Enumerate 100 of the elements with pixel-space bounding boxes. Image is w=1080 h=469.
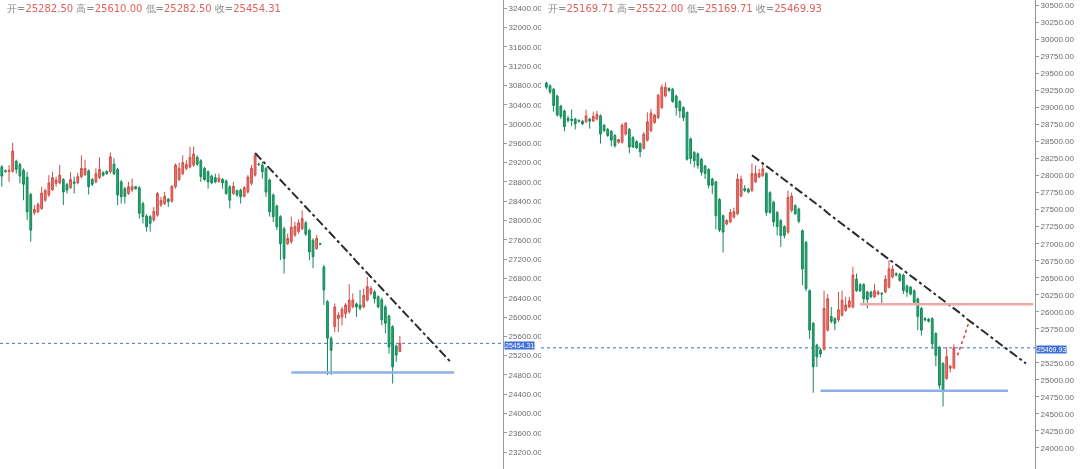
y-tick-label: 27200.00 bbox=[508, 254, 543, 264]
y-tick-label: 26400.00 bbox=[508, 293, 543, 303]
y-tick-label: 23200.00 bbox=[508, 447, 543, 457]
y-tick-label: 29750.00 bbox=[1040, 52, 1075, 62]
candlestick bbox=[105, 170, 109, 176]
line-series bbox=[750, 154, 1027, 365]
candlestick bbox=[764, 171, 768, 217]
y-tick-label: 29200.00 bbox=[508, 158, 543, 168]
y-tick-label: 26800.00 bbox=[508, 274, 543, 284]
y-tick-label: 27750.00 bbox=[1040, 188, 1075, 198]
y-tick-label: 27500.00 bbox=[1040, 205, 1075, 215]
candlestick bbox=[887, 259, 891, 290]
candlestick bbox=[300, 209, 304, 231]
candlestick bbox=[638, 141, 642, 158]
candlestick bbox=[851, 266, 855, 309]
candlestick bbox=[902, 273, 905, 295]
candlestick bbox=[108, 151, 112, 175]
candlestick bbox=[855, 273, 858, 293]
y-tick-label: 30400.00 bbox=[508, 100, 543, 110]
candlestick bbox=[728, 208, 732, 224]
candlestick bbox=[591, 111, 595, 123]
y-tick-label: 30500.00 bbox=[1040, 1, 1075, 11]
y-tick-label: 24000.00 bbox=[1040, 443, 1075, 453]
candlestick bbox=[83, 159, 87, 177]
candlestick bbox=[315, 234, 319, 251]
candlestick bbox=[822, 290, 826, 352]
y-tick-label: 24500.00 bbox=[1040, 409, 1075, 419]
candlestick bbox=[588, 118, 592, 130]
candlestick bbox=[101, 172, 105, 178]
chart-title: 开=25169.71 高=25522.00 低=25169.71 收=25469.93 bbox=[548, 3, 822, 14]
candlestick bbox=[206, 169, 210, 190]
candlestick bbox=[156, 191, 159, 218]
y-tick-label: 28000.00 bbox=[508, 216, 543, 226]
y-tick-label: 26500.00 bbox=[1040, 273, 1075, 283]
candlestick bbox=[87, 168, 91, 195]
candlestick bbox=[58, 164, 62, 185]
y-tick-label: 25600.00 bbox=[508, 332, 543, 342]
candlestick bbox=[595, 110, 599, 121]
y-tick-label: 29500.00 bbox=[1040, 69, 1075, 79]
candlestick bbox=[72, 176, 76, 194]
candlestick bbox=[166, 198, 170, 208]
candlestick bbox=[239, 188, 243, 205]
candlestick bbox=[873, 283, 876, 299]
candlestick bbox=[347, 283, 351, 315]
candlestick bbox=[69, 171, 72, 190]
candlestick bbox=[627, 127, 631, 154]
candlestick bbox=[80, 154, 83, 180]
candlestick bbox=[599, 113, 602, 145]
candlestick bbox=[945, 346, 949, 381]
candlestick bbox=[750, 162, 754, 193]
candlestick bbox=[32, 204, 36, 216]
line-series bbox=[956, 323, 970, 357]
candlestick bbox=[318, 242, 322, 246]
y-tick-label: 23600.00 bbox=[508, 428, 543, 438]
candlestick bbox=[837, 291, 840, 323]
y-tick-label: 24800.00 bbox=[508, 370, 543, 380]
y-tick-label: 27000.00 bbox=[1040, 239, 1075, 249]
y-tick-label: 29000.00 bbox=[1040, 103, 1075, 113]
y-tick-label: 32000.00 bbox=[508, 23, 543, 33]
y-tick-label: 26000.00 bbox=[1040, 307, 1075, 317]
candlestick bbox=[333, 303, 337, 333]
y-tick-label: 27250.00 bbox=[1040, 222, 1075, 232]
y-tick-label: 24400.00 bbox=[508, 390, 543, 400]
candlestick bbox=[148, 214, 152, 233]
candlestick bbox=[797, 207, 801, 224]
chart-title: 开=25282.50 高=25610.00 低=25282.50 收=25454.31 bbox=[7, 3, 281, 14]
candlestick bbox=[714, 180, 718, 230]
y-tick-label: 31600.00 bbox=[508, 42, 543, 52]
candlestick bbox=[552, 87, 555, 113]
candlestick bbox=[570, 109, 574, 127]
y-tick-label: 25750.00 bbox=[1040, 324, 1075, 334]
candlestick bbox=[840, 290, 844, 318]
candlestick bbox=[757, 168, 761, 179]
y-tick-label: 24750.00 bbox=[1040, 392, 1075, 402]
y-tick-label: 29600.00 bbox=[508, 139, 543, 149]
y-tick-label: 30800.00 bbox=[508, 81, 543, 91]
y-tick-label: 30250.00 bbox=[1040, 18, 1075, 28]
y-tick-label: 25250.00 bbox=[1040, 358, 1075, 368]
candlestick bbox=[584, 109, 588, 124]
candlestick bbox=[137, 185, 141, 220]
candlestick bbox=[210, 174, 214, 185]
candlestick bbox=[620, 122, 624, 145]
y-tick-label: 31200.00 bbox=[508, 61, 543, 71]
candlestick bbox=[40, 186, 43, 211]
y-tick-label: 28750.00 bbox=[1040, 120, 1075, 130]
y-tick-label: 32400.00 bbox=[508, 4, 543, 13]
candlestick bbox=[61, 177, 65, 206]
candlestick bbox=[47, 174, 51, 198]
candlestick bbox=[199, 158, 203, 183]
candlestick bbox=[373, 289, 376, 304]
y-tick-label: 28000.00 bbox=[1040, 171, 1075, 181]
candlestick bbox=[0, 164, 4, 188]
candlestick bbox=[952, 343, 956, 369]
y-tick-label: 28500.00 bbox=[1040, 137, 1075, 147]
candlestick bbox=[232, 181, 235, 196]
y-tick-label: 25200.00 bbox=[508, 351, 543, 361]
y-tick-label: 29250.00 bbox=[1040, 86, 1075, 96]
candlestick bbox=[707, 167, 711, 190]
candlestick bbox=[609, 129, 613, 147]
y-tick-label: 24000.00 bbox=[508, 409, 543, 419]
